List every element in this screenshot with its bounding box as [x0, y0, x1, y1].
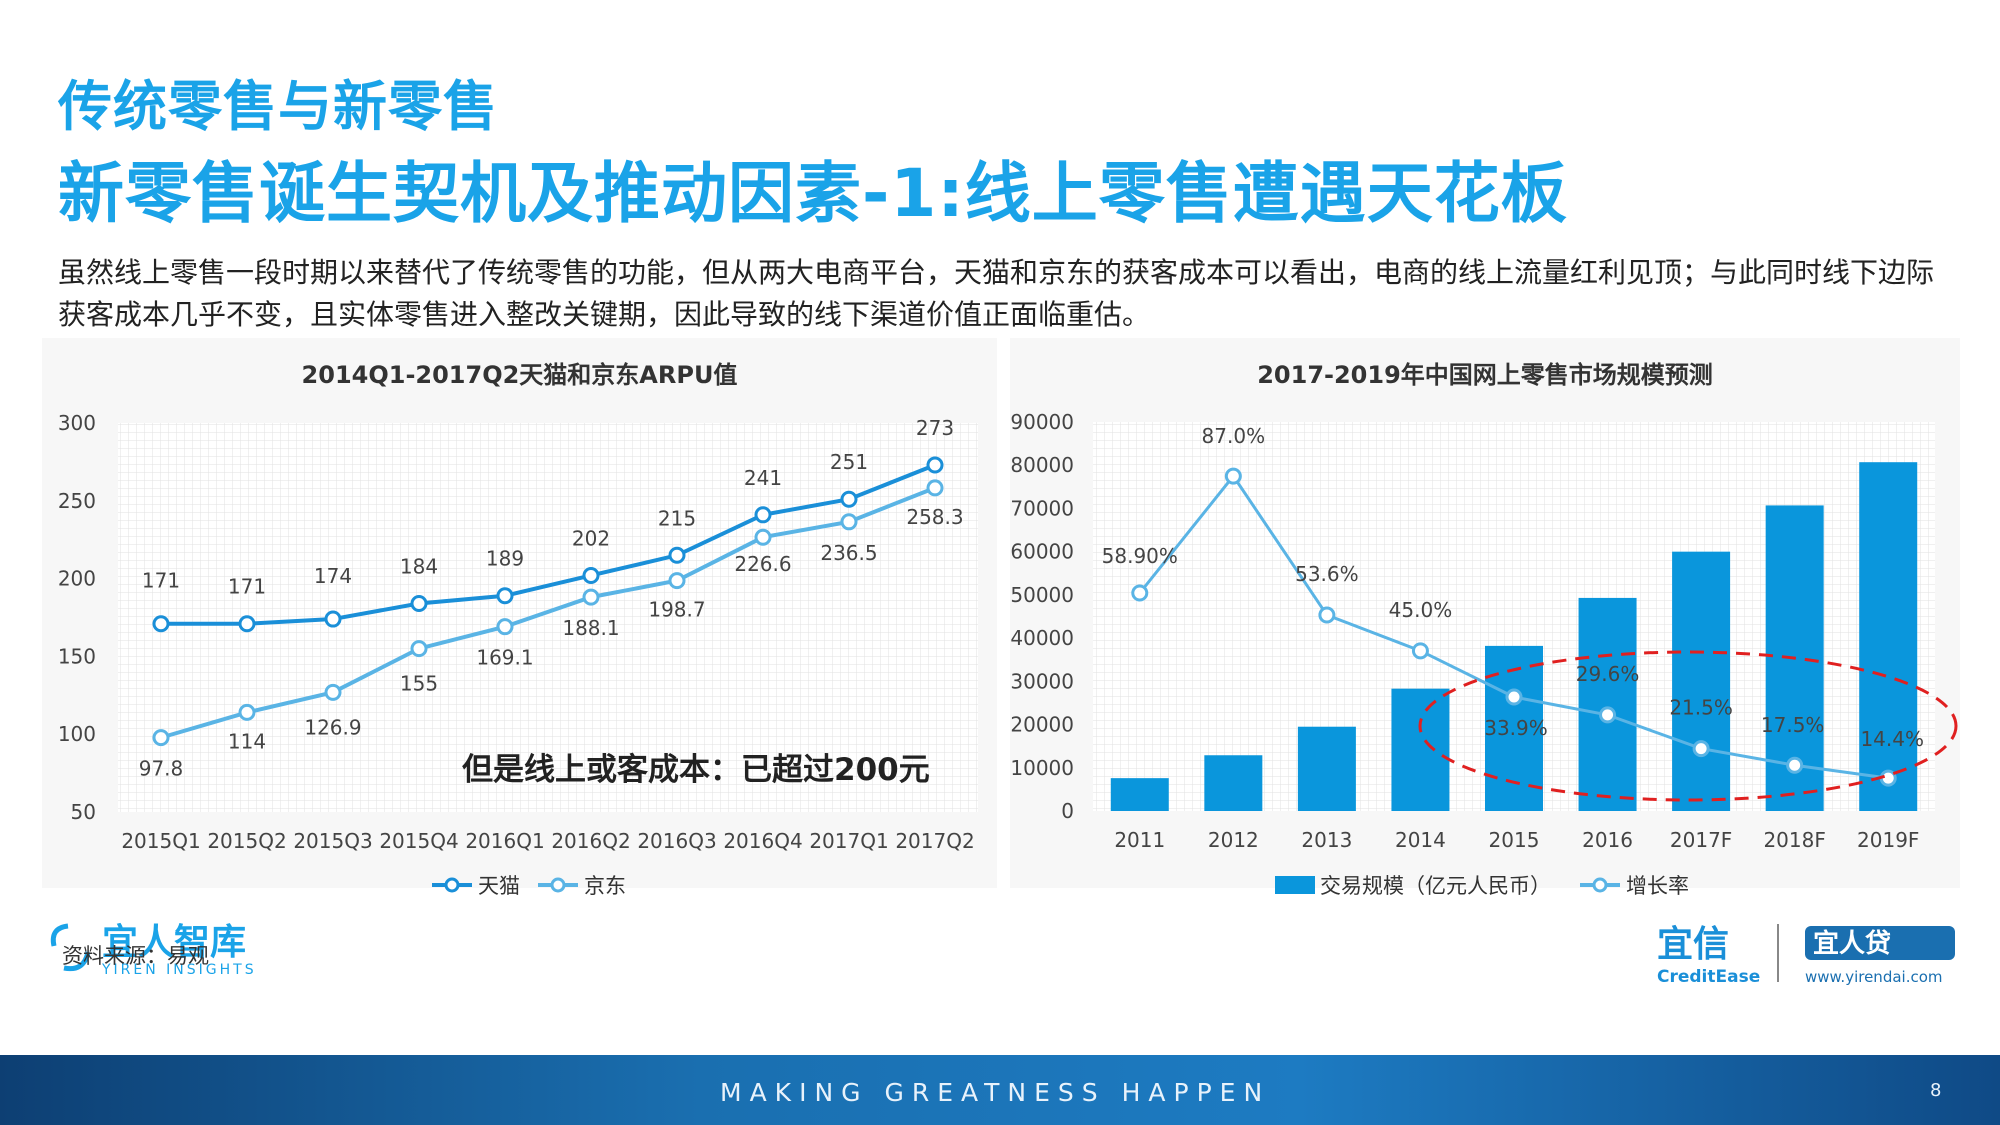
market-chart-panel: [1010, 338, 1960, 888]
arpu-chart-panel: [42, 338, 997, 888]
yirendai-logo-cn: 宜人贷: [1813, 928, 1891, 959]
arpu-chart-title: 2014Q1-2017Q2天猫和京东ARPU值: [301, 361, 738, 389]
footer-tagline: MAKING GREATNESS HAPPEN: [720, 1078, 1271, 1107]
yirendai-logo-url: www.yirendai.com: [1805, 968, 1943, 986]
cost-callout: 但是线上或客成本：已超过200元: [462, 752, 930, 788]
creditease-yirendai-logos: 宜信 CreditEase 宜人贷 www.yirendai.com: [1657, 924, 1955, 987]
yixin-logo-en: CreditEase: [1657, 967, 1760, 987]
yiren-logo-en: YIREN INSIGHTS: [101, 962, 257, 978]
section-title: 传统零售与新零售: [58, 75, 498, 138]
yiren-insights-logo: 宜人智库 YIREN INSIGHTS: [50, 922, 257, 978]
intro-paragraph: 虽然线上零售一段时期以来替代了传统零售的功能，但从两大电商平台，天猫和京东的获客…: [58, 256, 1935, 331]
source-note: 资料来源：易观: [62, 944, 209, 968]
market-chart-title: 2017-2019年中国网上零售市场规模预测: [1257, 361, 1713, 389]
yixin-logo-cn: 宜信: [1657, 924, 1729, 965]
page-number: 8: [1930, 1080, 1942, 1101]
page-title: 新零售诞生契机及推动因素-1:线上零售遭遇天花板: [58, 155, 1568, 232]
footer-band: [0, 1055, 2000, 1125]
yiren-logo-cn: 宜人智库: [102, 922, 246, 963]
